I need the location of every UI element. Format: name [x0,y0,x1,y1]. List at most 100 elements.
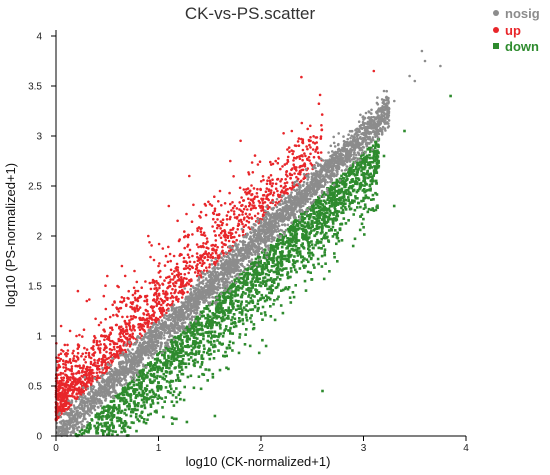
scatter-point-up [128,327,132,331]
scatter-point-down [274,278,278,281]
scatter-point-down [319,199,323,203]
scatter-point-down [140,398,144,402]
scatter-point-down [290,225,293,228]
scatter-point-up [145,317,149,321]
scatter-point-down [97,417,101,421]
scatter-point-down [133,402,137,406]
scatter-point-up [121,332,125,336]
scatter-point-down [211,321,215,324]
scatter-point-up [286,155,290,159]
scatter-point-up [158,309,162,313]
scatter-point-up [157,242,161,246]
scatter-point-down [152,368,156,371]
scatter-point-down [244,292,247,295]
scatter-point-down [138,385,141,388]
scatter-point-up [319,151,323,154]
scatter-point-down [354,167,358,171]
scatter-point-down [124,401,127,405]
scatter-point-down [371,193,375,197]
scatter-point-down [241,322,245,326]
scatter-point-down [165,358,168,362]
scatter-point-down [180,344,183,348]
scatter-point-up [136,289,140,293]
scatter-point-down [160,386,163,389]
scatter-point-up [220,241,224,244]
scatter-point-up [247,226,250,229]
scatter-point-down [231,307,235,310]
scatter-point-up [215,226,219,230]
scatter-point-up [258,204,261,208]
scatter-point-down [170,357,173,361]
scatter-point-down [337,188,341,192]
scatter-point-up [89,382,93,385]
scatter-point-down [274,270,278,274]
scatter-point-down [287,258,290,261]
scatter-point-down [249,308,252,311]
scatter-point-up [64,400,67,404]
scatter-point-down [364,176,367,179]
scatter-point-down [327,239,330,242]
scatter-point-up [60,380,63,384]
scatter-point-up [186,290,189,294]
scatter-point-down [150,373,153,377]
scatter-point-down [213,312,217,316]
scatter-point-down [112,399,116,403]
scatter-point-down [326,225,329,228]
scatter-point-up [172,282,175,285]
scatter-point-down [324,207,328,210]
scatter-point-up [282,132,285,135]
scatter-point-down [259,265,262,268]
scatter-point-down [373,171,376,175]
scatter-point-down [376,206,379,209]
scatter-point-up [167,245,170,249]
scatter-point-down [324,200,327,204]
scatter-point-down [377,151,380,155]
scatter-point-down [250,273,254,277]
scatter-point-up [79,390,82,394]
scatter-point-down [126,393,130,396]
scatter-point-down [107,415,110,418]
scatter-point-down [249,281,252,284]
scatter-point-down [360,199,363,203]
scatter-point-down [154,364,157,367]
scatter-point-down [101,418,104,421]
scatter-point-up [59,373,62,376]
scatter-point-down [208,349,212,352]
scatter-point-down [292,295,296,299]
scatter-point-down [369,150,372,153]
scatter-point-down [112,415,116,418]
scatter-point-up [112,313,115,317]
scatter-point-down [149,405,153,408]
scatter-point-down [307,222,310,226]
scatter-point-down [204,323,208,326]
scatter-point-up [298,155,301,158]
scatter-point-down [222,354,225,358]
scatter-point-down [130,410,133,414]
scatter-point-down [123,388,126,392]
scatter-point-down [323,220,327,224]
scatter-point-down [341,195,344,199]
scatter-point-up [180,296,184,299]
scatter-point-down [134,388,137,391]
scatter-point-down [315,225,319,228]
scatter-point-down [360,222,364,226]
scatter-point-down [288,237,292,240]
scatter-point-up [235,238,238,242]
scatter-point-up [203,234,207,237]
scatter-point-up [205,237,209,240]
scatter-point-up [251,171,255,174]
scatter-point-down [351,163,355,166]
scatter-point-up [244,190,247,194]
scatter-point-up [284,188,288,191]
scatter-point-down [267,273,270,277]
scatter-point-up [269,192,272,196]
scatter-point-up [297,144,301,147]
scatter-point-down [324,236,327,240]
scatter-point-down [331,235,335,238]
scatter-point-down [364,172,368,176]
scatter-point-nosig [97,406,100,409]
scatter-point-down [189,321,192,324]
scatter-point-up [213,244,217,248]
scatter-point-nosig [129,375,133,379]
scatter-point-up [75,364,78,368]
